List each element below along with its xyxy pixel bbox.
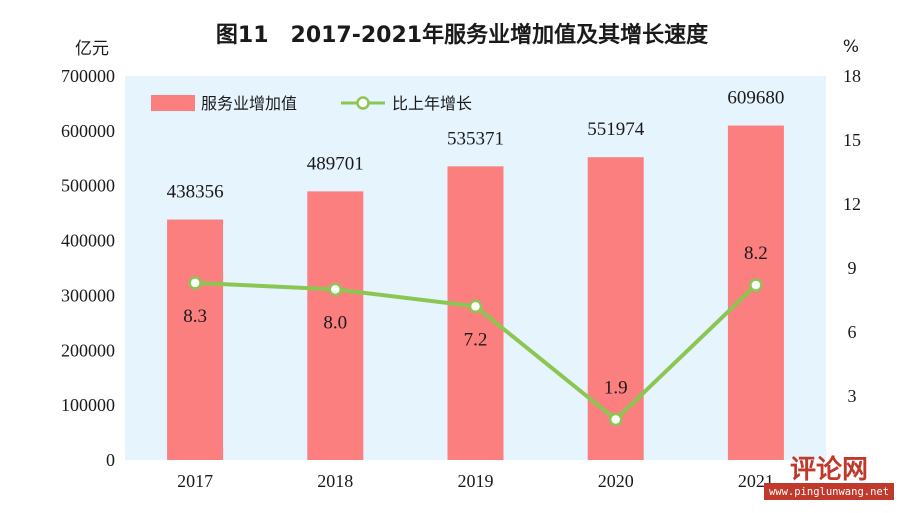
- left-tick-label: 200000: [61, 340, 115, 360]
- bar: [727, 125, 784, 461]
- watermark: 评论网 www.pinglunwang.net: [764, 455, 894, 500]
- legend: 服务业增加值 比上年增长: [151, 94, 472, 113]
- right-tick-label: 6: [848, 322, 857, 342]
- x-tick-label: 2017: [177, 471, 213, 491]
- x-tick-label: 2019: [458, 471, 494, 491]
- x-tick-label: 2018: [317, 471, 353, 491]
- growth-point: [749, 278, 763, 292]
- legend-bar-swatch: [151, 95, 195, 111]
- growth-point: [608, 412, 623, 427]
- growth-value-label: 8.0: [323, 312, 347, 333]
- left-tick-label: 400000: [61, 231, 115, 251]
- left-tick-label: 500000: [61, 176, 115, 196]
- right-tick-label: 15: [843, 130, 861, 150]
- right-tick-label: 12: [843, 194, 861, 214]
- growth-point: [468, 299, 483, 314]
- watermark-url-background: [764, 483, 894, 500]
- growth-value-label: 8.3: [183, 306, 207, 327]
- bar-value-label: 489701: [307, 153, 364, 174]
- bar-value-label: 609680: [727, 88, 784, 109]
- growth-value-label: 7.2: [464, 329, 488, 350]
- legend-line-label: 比上年增长: [392, 94, 472, 113]
- watermark-url: www.pinglunwang.net: [769, 486, 889, 498]
- right-tick-label: 18: [843, 66, 861, 86]
- left-axis-unit: 亿元: [75, 39, 109, 59]
- growth-point: [188, 276, 202, 290]
- bar: [307, 191, 364, 461]
- bar-value-label: 438356: [167, 182, 224, 203]
- left-tick-label: 0: [106, 450, 115, 470]
- legend-bar-label: 服务业增加值: [201, 94, 297, 113]
- x-tick-label: 2020: [598, 471, 634, 491]
- growth-value-label: 1.9: [604, 377, 628, 398]
- right-tick-label: 3: [848, 386, 857, 406]
- bar: [447, 166, 504, 460]
- right-axis-unit: %: [843, 37, 859, 57]
- bar: [167, 219, 224, 460]
- growth-point: [328, 282, 343, 297]
- left-tick-label: 100000: [61, 395, 115, 415]
- watermark-logo-text: 评论网: [790, 455, 868, 485]
- bar: [587, 157, 644, 461]
- chart-title: 图11 2017-2021年服务业增加值及其增长速度: [216, 22, 709, 48]
- growth-value-label: 8.2: [744, 243, 768, 264]
- left-tick-label: 600000: [61, 121, 115, 141]
- left-tick-label: 700000: [61, 66, 115, 86]
- bar-value-label: 535371: [447, 128, 504, 149]
- legend-line-marker: [356, 96, 370, 110]
- right-tick-label: 9: [848, 258, 857, 278]
- left-tick-label: 300000: [61, 285, 115, 305]
- bar-value-label: 551974: [587, 119, 645, 140]
